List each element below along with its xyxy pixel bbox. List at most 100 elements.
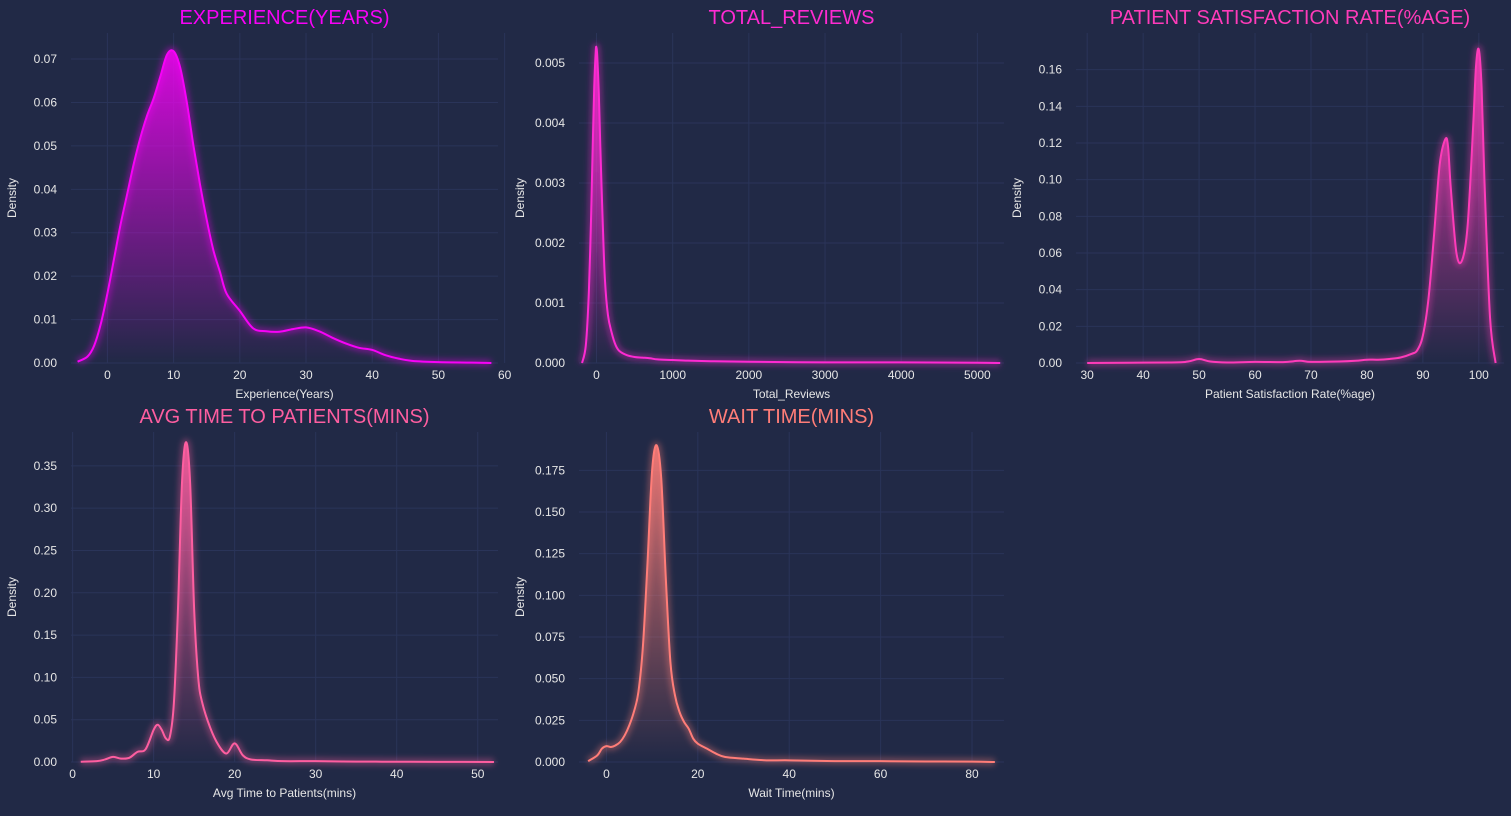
y-tick-label: 0.100	[535, 588, 565, 602]
x-tick-label: 4000	[888, 368, 915, 382]
x-tick-label: 60	[1248, 368, 1262, 382]
y-tick-label: 0.005	[535, 56, 565, 70]
y-axis-label: Density	[5, 577, 19, 617]
x-tick-label: 30	[299, 368, 313, 382]
x-tick-label: 20	[228, 767, 242, 781]
y-tick-label: 0.02	[1039, 319, 1063, 333]
y-tick-label: 0.06	[1039, 246, 1063, 260]
x-axis-label: Patient Satisfaction Rate(%age)	[1205, 387, 1375, 401]
x-tick-label: 70	[1304, 368, 1318, 382]
x-tick-label: 40	[366, 368, 380, 382]
x-tick-label: 1000	[659, 368, 686, 382]
y-tick-label: 0.00	[34, 356, 58, 370]
density-line-glow	[578, 43, 1001, 367]
density-line	[587, 444, 995, 763]
y-tick-label: 0.000	[535, 356, 565, 370]
x-tick-label: 10	[147, 767, 161, 781]
y-tick-label: 0.150	[535, 505, 565, 519]
chart-title: WAIT TIME(MINS)	[709, 406, 874, 428]
y-tick-label: 0.15	[34, 628, 58, 642]
x-tick-label: 0	[69, 767, 76, 781]
x-tick-label: 90	[1416, 368, 1430, 382]
chart-panel-4: 0 10 20 30 40 50 0.00 0.05 0.10 0.15 0.20 0.25 0.30 0…	[5, 406, 498, 800]
y-tick-label: 0.000	[535, 755, 565, 769]
x-tick-label: 40	[1136, 368, 1150, 382]
y-axis-label: Density	[513, 178, 527, 218]
y-tick-label: 0.05	[34, 713, 58, 727]
x-tick-label: 80	[1360, 368, 1374, 382]
y-tick-label: 0.25	[34, 543, 58, 557]
chart-panel-5: 0 20 40 60 80 0.000 0.025 0.050 0.075 0.100 0.125 0…	[513, 406, 1004, 800]
x-tick-label: 20	[233, 368, 247, 382]
x-axis-label: Avg Time to Patients(mins)	[213, 786, 356, 800]
y-tick-label: 0.16	[1039, 63, 1063, 77]
x-tick-label: 5000	[964, 368, 991, 382]
y-tick-label: 0.125	[535, 547, 565, 561]
density-line	[581, 45, 1001, 364]
x-tick-label: 20	[691, 767, 705, 781]
chart-panel-1: 0 10 20 30 40 50 60 0.00 0.01 0.02 0.03 0.04 0.05 0.0…	[5, 7, 512, 401]
y-tick-label: 0.04	[1039, 283, 1063, 297]
y-axis-label: Density	[5, 178, 19, 218]
x-tick-label: 30	[1081, 368, 1095, 382]
y-tick-label: 0.01	[34, 313, 58, 327]
y-tick-label: 0.14	[1039, 99, 1063, 113]
density-area	[80, 442, 494, 762]
y-tick-label: 0.20	[34, 586, 58, 600]
density-area	[77, 50, 492, 363]
x-tick-label: 60	[498, 368, 512, 382]
y-axis-label: Density	[1010, 178, 1024, 218]
density-line	[80, 441, 494, 763]
y-tick-label: 0.00	[34, 755, 58, 769]
density-line-glow	[80, 438, 494, 766]
chart-title: EXPERIENCE(YEARS)	[179, 7, 389, 29]
x-tick-label: 10	[167, 368, 181, 382]
y-tick-label: 0.05	[34, 139, 58, 153]
x-tick-label: 50	[1192, 368, 1206, 382]
x-tick-label: 2000	[735, 368, 762, 382]
density-area	[582, 46, 1001, 363]
y-tick-label: 0.10	[1039, 173, 1063, 187]
y-tick-label: 0.08	[1039, 209, 1063, 223]
chart-panel-3: 30 40 50 60 70 80 90 100 0.00 0.02 0.04 0.06 0.08 0.1…	[1010, 7, 1504, 401]
x-tick-label: 50	[471, 767, 485, 781]
x-tick-label: 40	[390, 767, 404, 781]
y-tick-label: 0.35	[34, 459, 58, 473]
x-tick-label: 60	[874, 767, 888, 781]
x-tick-label: 3000	[812, 368, 839, 382]
y-tick-label: 0.10	[34, 670, 58, 684]
y-tick-label: 0.004	[535, 116, 565, 130]
chart-title: AVG TIME TO PATIENTS(MINS)	[139, 406, 429, 428]
x-tick-label: 0	[104, 368, 111, 382]
chart-title: TOTAL_REVIEWS	[709, 7, 875, 29]
y-tick-label: 0.00	[1039, 356, 1063, 370]
y-tick-label: 0.175	[535, 463, 565, 477]
y-tick-label: 0.075	[535, 630, 565, 644]
y-tick-label: 0.30	[34, 501, 58, 515]
y-tick-label: 0.003	[535, 176, 565, 190]
density-line	[77, 49, 492, 364]
y-axis-label: Density	[513, 577, 527, 617]
chart-title: PATIENT SATISFACTION RATE(%AGE)	[1110, 7, 1470, 29]
x-tick-label: 30	[309, 767, 323, 781]
x-axis-label: Experience(Years)	[235, 387, 333, 401]
chart-panel-2: 0 1000 2000 3000 4000 5000 0.000 0.001 0.002 0.00…	[513, 7, 1004, 401]
x-tick-label: 40	[783, 767, 797, 781]
x-tick-label: 100	[1469, 368, 1489, 382]
y-tick-label: 0.04	[34, 182, 58, 196]
y-tick-label: 0.050	[535, 672, 565, 686]
density-line	[1087, 47, 1497, 364]
density-area	[1087, 48, 1496, 363]
x-axis-label: Wait Time(mins)	[748, 786, 834, 800]
y-tick-label: 0.06	[34, 95, 58, 109]
x-tick-label: 0	[593, 368, 600, 382]
y-tick-label: 0.12	[1039, 136, 1063, 150]
x-tick-label: 80	[965, 767, 979, 781]
y-tick-label: 0.02	[34, 269, 58, 283]
y-tick-label: 0.002	[535, 236, 565, 250]
y-tick-label: 0.001	[535, 296, 565, 310]
y-tick-label: 0.025	[535, 713, 565, 727]
x-axis-label: Total_Reviews	[753, 387, 830, 401]
